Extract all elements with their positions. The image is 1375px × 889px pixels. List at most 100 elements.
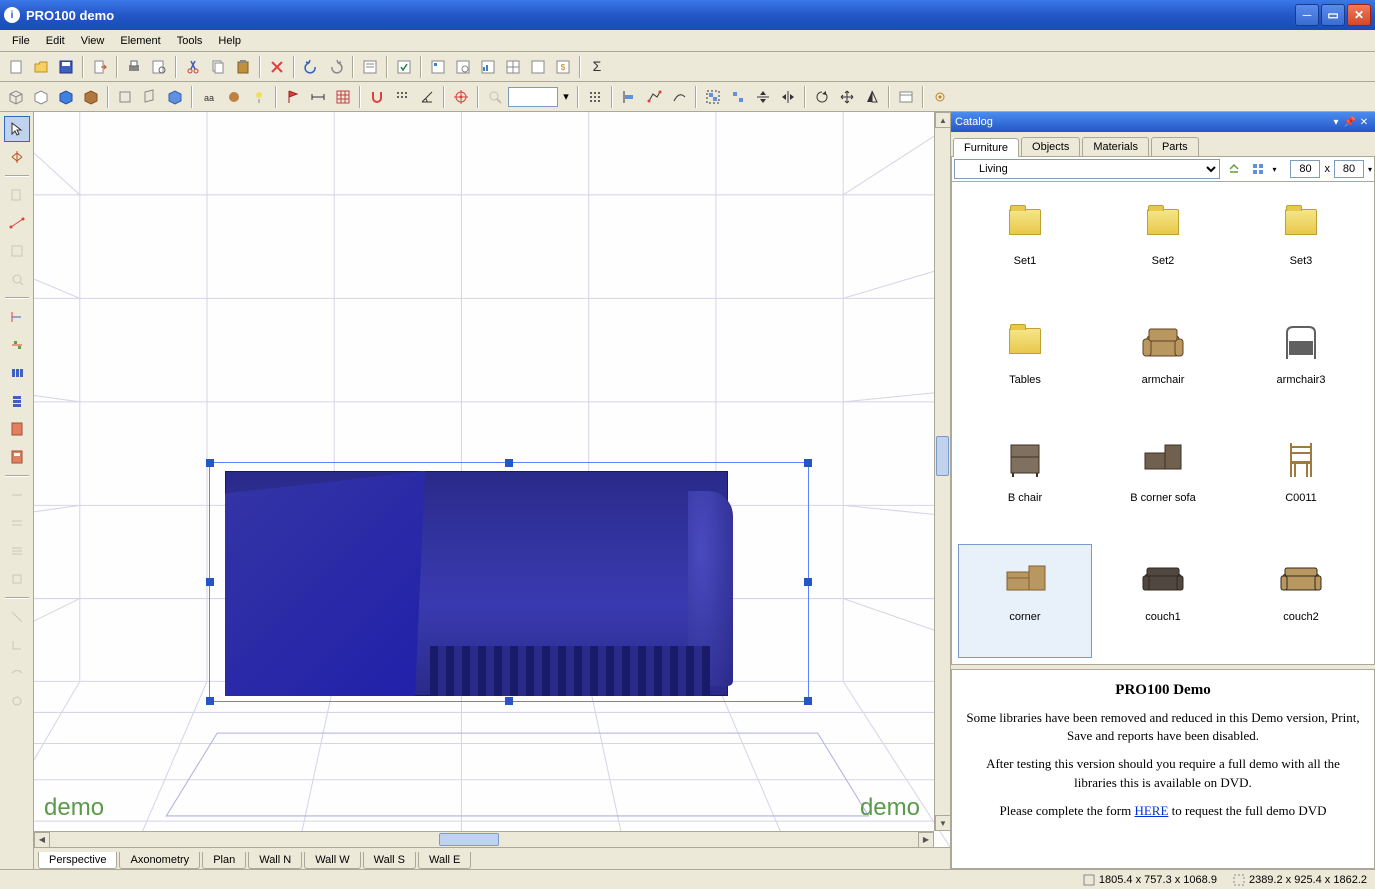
settings-button[interactable]: [928, 85, 952, 109]
minimize-button[interactable]: ─: [1295, 4, 1319, 26]
tool-align2[interactable]: [4, 332, 30, 358]
maximize-button[interactable]: ▭: [1321, 4, 1345, 26]
sum-button[interactable]: Σ: [585, 55, 609, 79]
check-button[interactable]: [392, 55, 416, 79]
redo-button[interactable]: [324, 55, 348, 79]
view-color-button[interactable]: [54, 85, 78, 109]
tool-align1[interactable]: [4, 304, 30, 330]
snap-angle-button[interactable]: [415, 85, 439, 109]
selection-bbox[interactable]: [209, 462, 809, 702]
tool-align4[interactable]: [4, 388, 30, 414]
catalog-view-button[interactable]: [1248, 159, 1268, 179]
thumb-width-input[interactable]: [1290, 160, 1320, 178]
view-texture-button[interactable]: [79, 85, 103, 109]
menu-element[interactable]: Element: [112, 33, 168, 49]
report2-button[interactable]: [451, 55, 475, 79]
dimension-button[interactable]: [306, 85, 330, 109]
ctab-materials[interactable]: Materials: [1082, 137, 1149, 156]
handle-w[interactable]: [206, 578, 214, 586]
tab-wall-s[interactable]: Wall S: [363, 852, 416, 869]
select-tool[interactable]: [4, 116, 30, 142]
report3-button[interactable]: [476, 55, 500, 79]
handle-nw[interactable]: [206, 459, 214, 467]
tool-doc1[interactable]: [4, 416, 30, 442]
light-button[interactable]: [247, 85, 271, 109]
catalog-item-c0011[interactable]: C0011: [1234, 425, 1368, 540]
scroll-thumb-v[interactable]: [936, 436, 949, 476]
thumb-size-dropdown[interactable]: ▾: [1368, 165, 1372, 174]
handle-se[interactable]: [804, 697, 812, 705]
delete-button[interactable]: [265, 55, 289, 79]
export-button[interactable]: [88, 55, 112, 79]
vertical-scrollbar[interactable]: ▲ ▼: [934, 112, 950, 831]
tab-wall-e[interactable]: Wall E: [418, 852, 471, 869]
print-preview-button[interactable]: [147, 55, 171, 79]
scroll-right-button[interactable]: ▶: [918, 832, 934, 848]
save-button[interactable]: [54, 55, 78, 79]
tab-plan[interactable]: Plan: [202, 852, 246, 869]
report6-button[interactable]: $: [551, 55, 575, 79]
tab-wall-w[interactable]: Wall W: [304, 852, 360, 869]
view-iso-button[interactable]: [163, 85, 187, 109]
mirror-button[interactable]: [860, 85, 884, 109]
thumb-height-input[interactable]: [1334, 160, 1364, 178]
scroll-thumb-h[interactable]: [439, 833, 499, 846]
handle-n[interactable]: [505, 459, 513, 467]
group-button[interactable]: [701, 85, 725, 109]
catalog-item-set3[interactable]: Set3: [1234, 188, 1368, 303]
catalog-dropdown-button[interactable]: ▾: [1329, 115, 1343, 129]
align-left-button[interactable]: [617, 85, 641, 109]
catalog-item-couch1[interactable]: couch1: [1096, 544, 1230, 659]
view-side-button[interactable]: [138, 85, 162, 109]
align-points-button[interactable]: [642, 85, 666, 109]
report4-button[interactable]: [501, 55, 525, 79]
report1-button[interactable]: [426, 55, 450, 79]
scroll-up-button[interactable]: ▲: [935, 112, 950, 128]
snap-magnet-button[interactable]: [365, 85, 389, 109]
catalog-item-set2[interactable]: Set2: [1096, 188, 1230, 303]
view-wireframe-button[interactable]: [4, 85, 28, 109]
align-curve-button[interactable]: [667, 85, 691, 109]
demo-info-link[interactable]: HERE: [1134, 803, 1168, 818]
zoom-input[interactable]: [508, 87, 558, 107]
catalog-grid[interactable]: Set1Set2Set3Tablesarmchairarmchair3B cha…: [951, 182, 1375, 665]
tool-doc2[interactable]: [4, 444, 30, 470]
move-button[interactable]: [835, 85, 859, 109]
scroll-down-button[interactable]: ▼: [935, 815, 950, 831]
catalog-up-button[interactable]: [1224, 159, 1244, 179]
catalog-item-couch2[interactable]: couch2: [1234, 544, 1368, 659]
copy-button[interactable]: [206, 55, 230, 79]
zoom-button[interactable]: [483, 85, 507, 109]
viewport[interactable]: demo demo ▲ ▼ ◀ ▶: [34, 112, 950, 847]
camera-tool[interactable]: [4, 144, 30, 170]
catalog-item-tables[interactable]: Tables: [958, 307, 1092, 422]
menu-edit[interactable]: Edit: [38, 33, 73, 49]
menu-view[interactable]: View: [73, 33, 113, 49]
flip-v-button[interactable]: [751, 85, 775, 109]
catalog-folder-select[interactable]: Living: [954, 159, 1220, 179]
catalog-item-b-corner-sofa[interactable]: B corner sofa: [1096, 425, 1230, 540]
catalog-view-dropdown[interactable]: ▾: [1272, 165, 1276, 174]
catalog-pin-button[interactable]: 📌: [1343, 115, 1357, 129]
flag-button[interactable]: [281, 85, 305, 109]
properties-button[interactable]: [358, 55, 382, 79]
material-button[interactable]: [222, 85, 246, 109]
text-button[interactable]: aa: [197, 85, 221, 109]
cut-button[interactable]: [181, 55, 205, 79]
menu-file[interactable]: File: [4, 33, 38, 49]
flip-h-button[interactable]: [776, 85, 800, 109]
catalog-item-set1[interactable]: Set1: [958, 188, 1092, 303]
menu-help[interactable]: Help: [210, 33, 249, 49]
snap-grid-button[interactable]: [390, 85, 414, 109]
catalog-item-corner[interactable]: corner: [958, 544, 1092, 659]
paste-button[interactable]: [231, 55, 255, 79]
tab-axonometry[interactable]: Axonometry: [119, 852, 200, 869]
close-button[interactable]: ✕: [1347, 4, 1371, 26]
align-grid-button[interactable]: [583, 85, 607, 109]
tab-wall-n[interactable]: Wall N: [248, 852, 302, 869]
tab-perspective[interactable]: Perspective: [38, 852, 117, 869]
handle-e[interactable]: [804, 578, 812, 586]
catalog-item-armchair3[interactable]: armchair3: [1234, 307, 1368, 422]
center-button[interactable]: [449, 85, 473, 109]
rotate-button[interactable]: [810, 85, 834, 109]
